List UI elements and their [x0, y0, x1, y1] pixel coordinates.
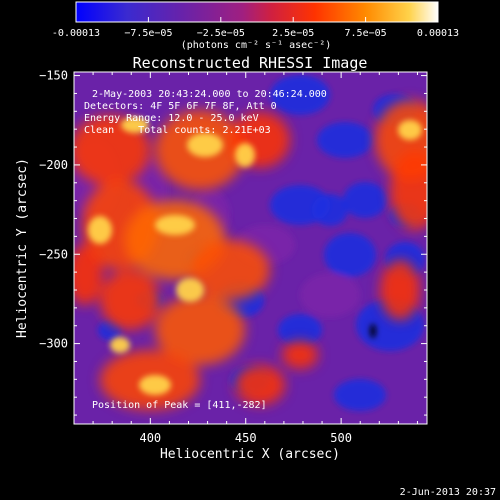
heatmap-cell	[282, 341, 318, 369]
heatmap-cell	[187, 133, 223, 157]
info-line-time: 2-May-2003 20:43:24.000 to 20:46:24.000	[92, 89, 327, 100]
heatmap-cell	[390, 150, 427, 230]
heatmap-cell	[121, 117, 149, 133]
colorbar-tick-label: 7.5e−05	[345, 28, 387, 39]
colorbar-gradient	[75, 1, 439, 23]
x-tick-label: 500	[330, 431, 352, 445]
info-line-energy: Energy Range: 12.0 - 25.0 keV	[84, 113, 259, 124]
y-tick-label: −200	[39, 158, 68, 172]
info-annotation: 2-May-2003 20:43:24.000 to 20:46:24.000 …	[84, 89, 327, 411]
y-axis-label: Heliocentric Y (arcsec)	[15, 158, 30, 338]
heatmap-cell	[300, 273, 360, 317]
heatmap-cell	[190, 240, 270, 300]
heatmap-cell	[380, 260, 420, 320]
colorbar-ticks: -0.00013 −7.5e−05 −2.5e−05 2.5e−05 7.5e−05 0.…	[52, 17, 459, 39]
heatmap-cell	[324, 233, 376, 277]
heatmap-cell	[74, 245, 103, 305]
colorbar-tick-label: −7.5e−05	[124, 28, 172, 39]
heatmap-cell	[398, 120, 422, 140]
colorbar-tick-label: −2.5e−05	[197, 28, 245, 39]
heatmap-cell	[343, 182, 387, 218]
x-tick-label: 450	[235, 431, 257, 445]
heatmap-cell	[235, 143, 255, 167]
heatmap-cell	[334, 379, 386, 411]
heatmap-cell	[270, 75, 330, 115]
y-axis: −150 −200 −250 −300	[39, 69, 427, 416]
chart-title: Reconstructed RHESSI Image	[133, 54, 368, 72]
x-axis: 400 450 500	[73, 72, 418, 445]
heatmap-cell	[88, 216, 112, 244]
colorbar-unit-label: (photons cm⁻² s⁻¹ asec⁻²)	[181, 40, 332, 51]
peak-position-label: Position of Peak = [411,-282]	[92, 400, 267, 411]
heatmap-bright-cores	[88, 117, 422, 395]
colorbar: -0.00013 −7.5e−05 −2.5e−05 2.5e−05 7.5e−05 0.…	[52, 1, 459, 51]
footer-timestamp: 2-Jun-2013 20:37	[400, 487, 496, 498]
colorbar-tick-label: 0.00013	[417, 28, 459, 39]
colorbar-tick-label: -0.00013	[52, 28, 100, 39]
heatmap-cell	[176, 278, 204, 302]
heatmap-cell	[235, 365, 285, 405]
colorbar-tick-label: 2.5e−05	[272, 28, 314, 39]
heatmap-cell	[312, 194, 348, 226]
y-tick-label: −150	[39, 69, 68, 83]
y-tick-label: −300	[39, 337, 68, 351]
heatmap-cell	[110, 337, 130, 353]
heatmap-cell	[155, 295, 245, 365]
plot-frame	[73, 71, 428, 425]
heatmap-cell	[155, 215, 195, 235]
x-tick-label: 400	[139, 431, 161, 445]
heatmap-cell	[278, 314, 322, 346]
heatmap-cell	[370, 324, 376, 338]
info-line-clean: Clean Total counts: 2.21E+03	[84, 125, 271, 136]
heatmap-cell	[317, 122, 373, 158]
y-tick-label: −250	[39, 247, 68, 261]
info-line-detectors: Detectors: 4F 5F 6F 7F 8F, Att 0	[84, 101, 277, 112]
heatmap-image	[74, 72, 427, 424]
heatmap-cell	[100, 270, 160, 330]
x-axis-label: Heliocentric X (arcsec)	[160, 447, 340, 462]
heatmap-cell	[139, 375, 171, 395]
